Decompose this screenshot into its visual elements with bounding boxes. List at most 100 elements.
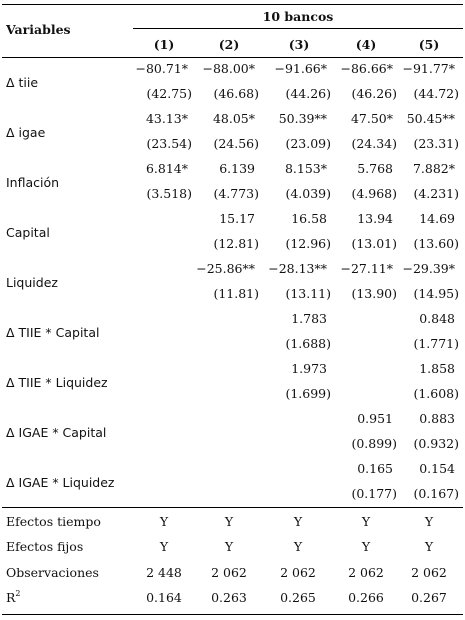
footer-label: Observaciones [6,565,99,581]
coefficient-cell: 0.165 [357,461,393,476]
top-rule [2,4,463,5]
group-header: 10 bancos [262,9,334,24]
footer-value-cell: Y [361,514,371,529]
row-label: Δ IGAE * Liquidez [6,475,115,490]
footer-label-text: Efectos tiempo [6,514,101,529]
row-label: Capital [6,225,50,240]
std-error-cell: (11.81) [213,286,259,301]
std-error-cell: (4.968) [351,186,397,201]
footer-value-cell: Y [224,514,234,529]
std-error-cell: (14.95) [413,286,459,301]
coefficient-cell: 48.05* [212,111,255,126]
row-label: Δ IGAE * Capital [6,425,107,440]
coefficient-cell: 0.883 [419,411,455,426]
coefficient-cell: −86.66* [340,61,393,76]
std-error-cell: (23.09) [285,136,331,151]
row-label: Δ TIIE * Capital [6,325,100,340]
footer-value-cell: Y [293,514,303,529]
std-error-cell: (23.31) [413,136,459,151]
footer-label-text: R [6,590,16,605]
body-bottom-rule [2,507,463,508]
coefficient-cell: −28.13** [268,261,327,276]
coefficient-cell: −25.86** [196,261,255,276]
std-error-cell: (1.608) [413,386,459,401]
coefficient-cell: 6.139 [219,161,255,176]
coefficient-cell: 13.94 [357,211,393,226]
std-error-cell: (13.11) [285,286,331,301]
bottom-rule [2,614,463,615]
row-label: Δ tiie [6,75,39,90]
footer-value-cell: Y [424,514,434,529]
std-error-cell: (42.75) [146,86,192,101]
std-error-cell: (23.54) [146,136,192,151]
std-error-cell: (0.932) [413,436,459,451]
coefficient-cell: 5.768 [357,161,393,176]
coefficient-cell: 1.858 [419,361,455,376]
std-error-cell: (0.167) [413,486,459,501]
coefficient-cell: 16.58 [291,211,327,226]
footer-value-cell: 0.164 [146,590,182,605]
footer-value-cell: Y [159,514,169,529]
row-label: Liquidez [6,275,58,290]
footer-value-cell: Y [159,539,169,554]
footer-label: Efectos fijos [6,539,83,555]
coefficient-cell: 0.154 [419,461,455,476]
std-error-cell: (13.90) [351,286,397,301]
row-label: Δ igae [6,125,46,140]
column-header: (1) [153,37,175,52]
coefficient-cell: 1.973 [291,361,327,376]
footer-label-text: Efectos fijos [6,539,84,554]
column-header: (4) [355,37,377,52]
coefficient-cell: −27.11* [340,261,393,276]
footer-value-cell: 0.265 [280,590,316,605]
std-error-cell: (12.96) [285,236,331,251]
footer-label-text: Observaciones [6,565,99,580]
footer-value-cell: Y [224,539,234,554]
coefficient-cell: −91.77* [402,61,455,76]
std-error-cell: (0.177) [351,486,397,501]
std-error-cell: (24.34) [351,136,397,151]
std-error-cell: (12.81) [213,236,259,251]
std-error-cell: (0.899) [351,436,397,451]
footer-value-cell: 0.266 [348,590,384,605]
std-error-cell: (44.26) [285,86,331,101]
footer-value-cell: 2 062 [280,565,316,580]
footer-label: Efectos tiempo [6,514,101,530]
std-error-cell: (4.231) [413,186,459,201]
std-error-cell: (13.60) [413,236,459,251]
coefficient-cell: 50.39** [278,111,327,126]
coefficient-cell: 14.69 [419,211,455,226]
std-error-cell: (44.72) [413,86,459,101]
variables-header: Variables [6,22,71,37]
footer-value-cell: 2 062 [211,565,247,580]
footer-value-cell: 2 448 [146,565,182,580]
coefficient-cell: −91.66* [274,61,327,76]
coefficient-cell: 1.783 [291,311,327,326]
column-header: (3) [288,37,310,52]
footer-label-superscript: 2 [15,589,21,598]
coefficient-cell: 0.848 [419,311,455,326]
group-underline [133,28,463,29]
coefficient-cell: 0.951 [357,411,393,426]
footer-value-cell: Y [293,539,303,554]
coefficient-cell: −88.00* [202,61,255,76]
std-error-cell: (46.26) [351,86,397,101]
std-error-cell: (3.518) [146,186,192,201]
column-header: (2) [218,37,240,52]
coefficient-cell: 8.153* [284,161,327,176]
coefficient-cell: 47.50* [350,111,393,126]
std-error-cell: (4.773) [213,186,259,201]
footer-value-cell: 2 062 [411,565,447,580]
std-error-cell: (24.56) [213,136,259,151]
std-error-cell: (46.68) [213,86,259,101]
header-bottom-rule [2,57,463,58]
row-label: Δ TIIE * Liquidez [6,375,108,390]
footer-value-cell: 2 062 [348,565,384,580]
footer-value-cell: 0.263 [211,590,247,605]
std-error-cell: (13.01) [351,236,397,251]
std-error-cell: (1.688) [285,336,331,351]
row-label: Inflación [6,175,60,190]
std-error-cell: (1.699) [285,386,331,401]
footer-value-cell: Y [361,539,371,554]
coefficient-cell: 7.882* [412,161,455,176]
